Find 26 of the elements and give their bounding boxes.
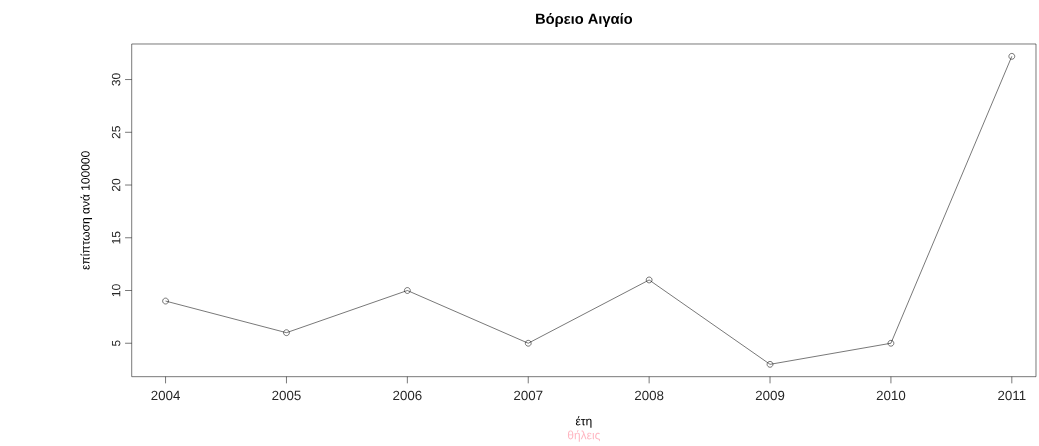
y-tick-label: 25 — [111, 126, 121, 139]
x-tick-label: 2009 — [755, 390, 785, 401]
point — [525, 340, 532, 347]
text: θήλεις — [567, 430, 601, 442]
point — [887, 340, 895, 347]
x-tick-label: 2006 — [393, 390, 422, 401]
x-tick-label: 2010 — [876, 390, 906, 401]
point — [162, 297, 169, 305]
x-tick-label: 2008 — [634, 390, 664, 401]
point — [404, 287, 411, 294]
x-tick-label: 2005 — [272, 390, 301, 401]
y-axis-title: επίπτωση ανά 100000 — [80, 151, 93, 270]
x-axis-title: έτη — [575, 416, 592, 428]
point — [645, 276, 653, 284]
point — [283, 329, 290, 336]
y-tick-label: 15 — [111, 231, 121, 244]
point — [1008, 53, 1016, 60]
x-tick-label: 2004 — [151, 390, 180, 401]
x-tick-label: 2011 — [998, 390, 1026, 401]
y-tick-label: 20 — [111, 178, 121, 192]
x-tick-label: 2007 — [514, 390, 543, 401]
y-tick-label: 5 — [111, 340, 121, 347]
y-tick-label: 30 — [111, 73, 121, 86]
point — [766, 361, 774, 368]
y-tick-label: 10 — [111, 284, 121, 297]
chart-title: Βόρειο Αιγαίο — [536, 13, 633, 27]
